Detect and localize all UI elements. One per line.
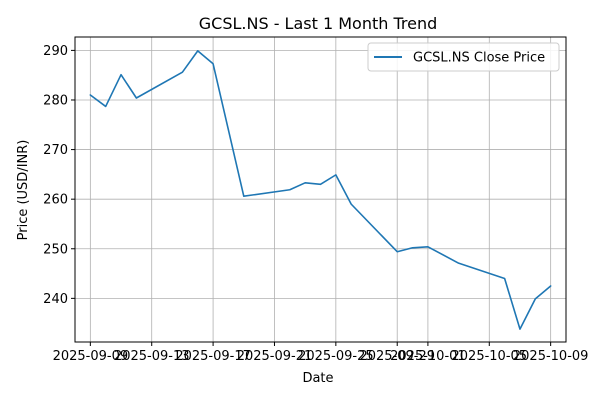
data-point — [335, 174, 337, 176]
legend-box — [367, 42, 560, 72]
x-tick-label: 2025-09-21 — [237, 349, 313, 364]
data-point — [135, 97, 137, 99]
data-point — [212, 63, 214, 65]
x-tick-label: 2025-10-05 — [452, 349, 528, 364]
y-tick-label: 280 — [43, 93, 68, 108]
x-tick-label: 2025-09-09 — [53, 349, 129, 364]
x-tick-label: 2025-09-17 — [175, 349, 251, 364]
series-layer — [89, 50, 552, 330]
data-point — [120, 73, 122, 75]
x-tick-label: 2025-09-13 — [114, 349, 190, 364]
data-point — [104, 105, 106, 107]
x-tick-label: 2025-10-01 — [390, 349, 466, 364]
axis-ticks: 2025-09-092025-09-132025-09-172025-09-21… — [43, 44, 588, 364]
data-point — [304, 182, 306, 184]
plot-area-frame — [74, 36, 567, 343]
grid — [75, 37, 566, 342]
y-tick-label: 260 — [43, 193, 68, 208]
data-point — [289, 189, 291, 191]
x-axis-title: Date — [302, 371, 333, 386]
y-tick-label: 290 — [43, 44, 68, 59]
y-axis-title: Price (USD/INR) — [16, 140, 31, 241]
data-point — [396, 251, 398, 253]
x-tick-label: 2025-09-29 — [359, 349, 435, 364]
chart-title: GCSL.NS - Last 1 Month Trend — [199, 14, 438, 33]
data-point — [350, 203, 352, 205]
y-tick-label: 270 — [43, 143, 68, 158]
legend: GCSL.NS Close Price — [367, 42, 560, 72]
data-point — [319, 183, 321, 185]
data-point — [519, 328, 521, 330]
y-tick-label: 240 — [43, 292, 68, 307]
data-point — [243, 195, 245, 197]
x-tick-label: 2025-10-09 — [513, 349, 589, 364]
data-point — [89, 94, 91, 96]
data-point — [427, 246, 429, 248]
data-point — [457, 262, 459, 264]
data-point — [503, 277, 505, 279]
series-line-close-price — [89, 50, 552, 330]
y-tick-label: 250 — [43, 242, 68, 257]
data-point — [181, 71, 183, 73]
data-point — [549, 285, 551, 287]
data-point — [197, 50, 199, 52]
data-point — [534, 298, 536, 300]
x-tick-label: 2025-09-25 — [298, 349, 374, 364]
data-point — [411, 247, 413, 249]
legend-label: GCSL.NS Close Price — [413, 51, 545, 66]
